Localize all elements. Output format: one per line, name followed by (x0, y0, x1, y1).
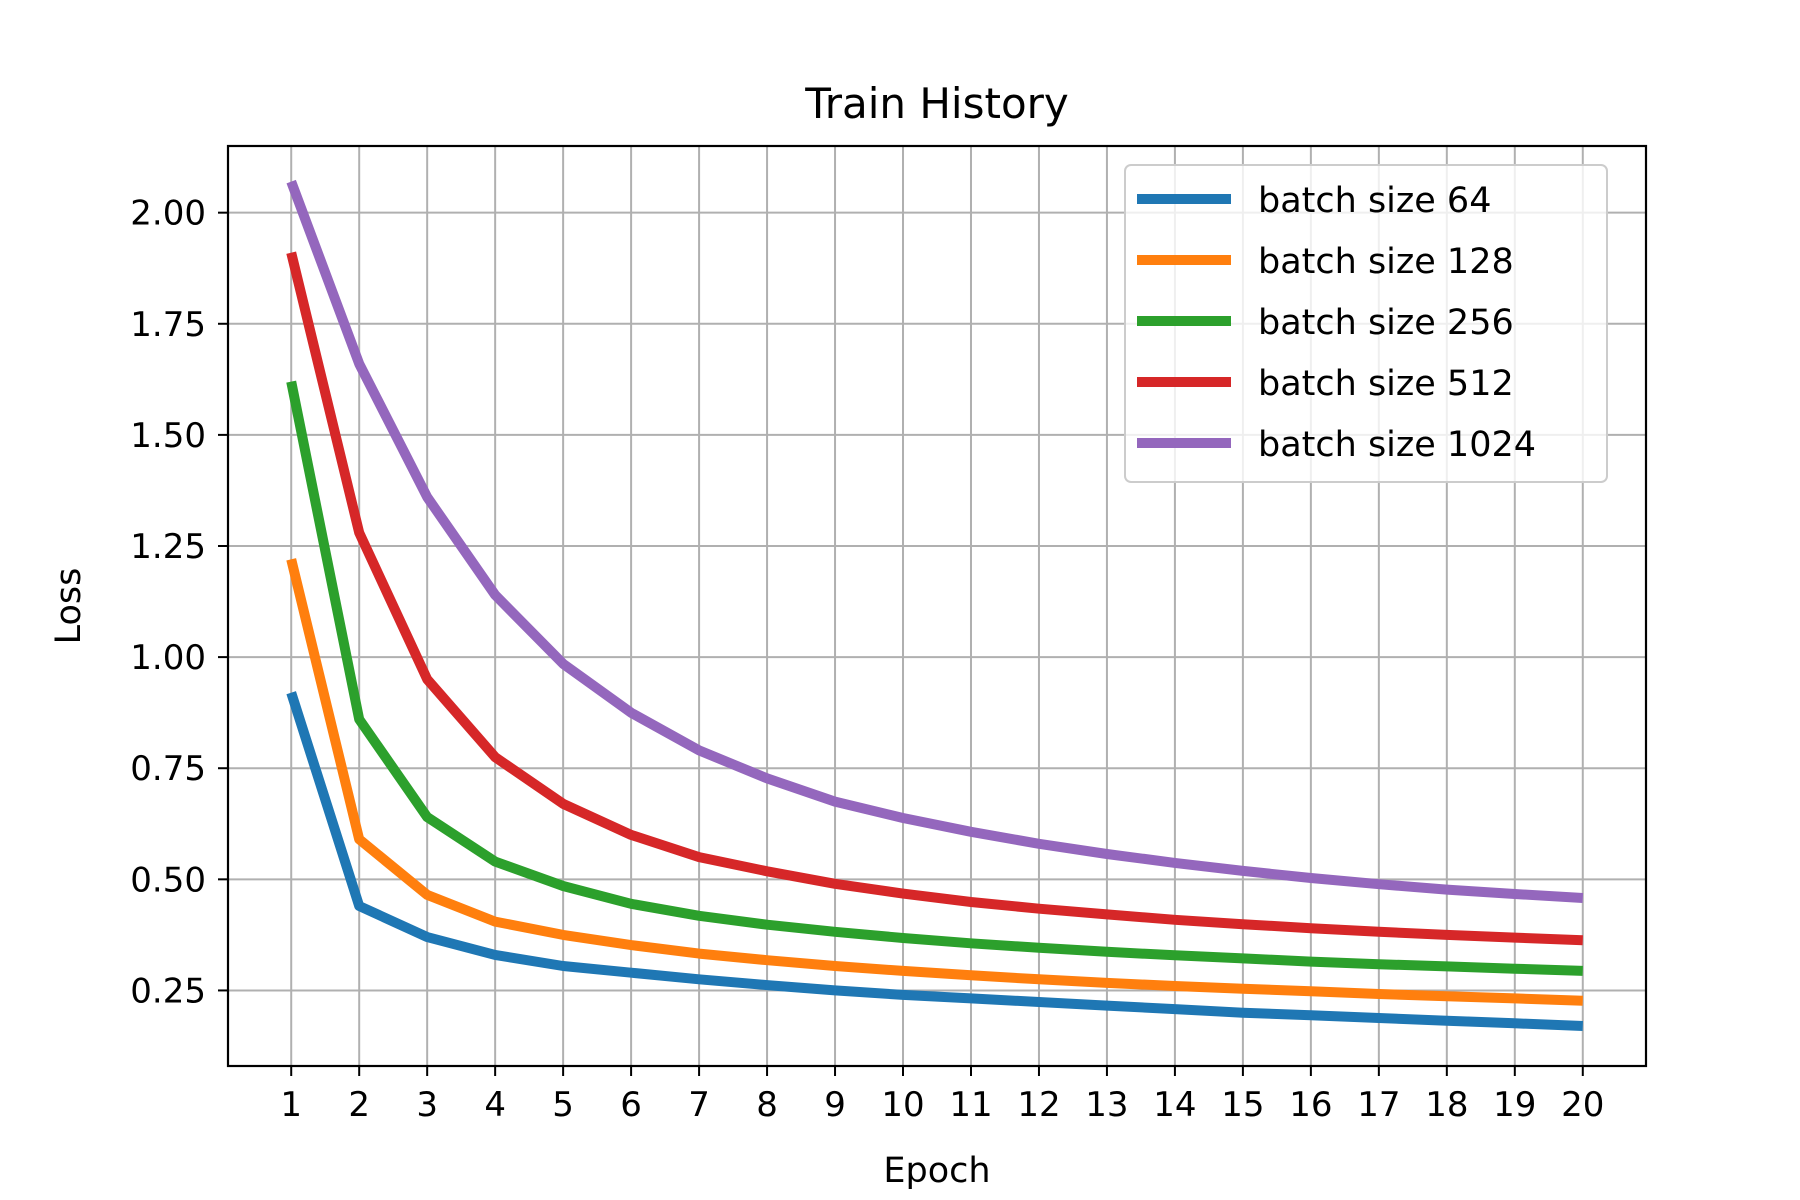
x-tick-label: 18 (1425, 1085, 1468, 1125)
y-tick-label: 0.50 (130, 860, 206, 900)
plot-area-frame (226, 144, 1648, 1068)
legend-label: batch size 256 (1258, 303, 1514, 343)
x-tick-label: 19 (1493, 1085, 1536, 1125)
x-tick-label: 3 (416, 1085, 438, 1125)
series-line-1 (286, 691, 1583, 1031)
x-tick-label: 10 (881, 1085, 924, 1125)
x-tick-label: 7 (688, 1085, 710, 1125)
x-tick-label: 1 (280, 1085, 302, 1125)
x-tick-label: 20 (1561, 1085, 1604, 1125)
x-tick-label: 14 (1153, 1085, 1196, 1125)
y-tick-label: 1.25 (130, 527, 206, 567)
x-tick-label: 6 (620, 1085, 642, 1125)
legend-label: batch size 128 (1258, 242, 1514, 282)
x-tick-label: 15 (1221, 1085, 1264, 1125)
x-tick-label: 13 (1085, 1085, 1128, 1125)
y-tick-label: 0.75 (130, 749, 206, 789)
grid (228, 146, 1646, 1066)
y-axis-title: Loss (49, 568, 89, 645)
x-axis-ticks: 1 2 3 4 5 6 7 8 9 10 11 12 13 14 15 16 17 18 19 20 (280, 1066, 1604, 1125)
chart-title: Train History (804, 79, 1069, 128)
x-tick-label: 5 (552, 1085, 574, 1125)
legend-label: batch size 512 (1258, 364, 1514, 404)
series-line-4 (286, 251, 1583, 946)
x-tick-label: 2 (348, 1085, 370, 1125)
y-tick-label: 0.25 (130, 971, 206, 1011)
series-line-2 (286, 558, 1583, 1006)
x-tick-label: 12 (1017, 1085, 1060, 1125)
x-tick-label: 16 (1289, 1085, 1332, 1125)
legend-label: batch size 64 (1258, 181, 1491, 221)
x-tick-label: 8 (756, 1085, 778, 1125)
x-axis-title: Epoch (883, 1151, 990, 1191)
y-axis-ticks: 0.25 0.50 0.75 1.00 1.25 1.50 1.75 2.00 (130, 194, 228, 1011)
y-tick-label: 1.50 (130, 416, 206, 456)
x-tick-label: 17 (1357, 1085, 1400, 1125)
legend: batch size 64 batch size 128 batch size 25… (1124, 164, 1608, 483)
legend-box (1124, 164, 1608, 483)
legend-label: batch size 1024 (1258, 425, 1536, 465)
x-tick-label: 9 (824, 1085, 846, 1125)
series-lines (286, 179, 1584, 1031)
y-tick-label: 1.00 (130, 638, 206, 678)
series-line-3 (286, 380, 1583, 976)
y-tick-label: 2.00 (130, 194, 206, 234)
series-line-5 (286, 179, 1584, 903)
x-tick-label: 11 (949, 1085, 992, 1125)
x-tick-label: 4 (484, 1085, 506, 1125)
y-tick-label: 1.75 (130, 305, 206, 345)
